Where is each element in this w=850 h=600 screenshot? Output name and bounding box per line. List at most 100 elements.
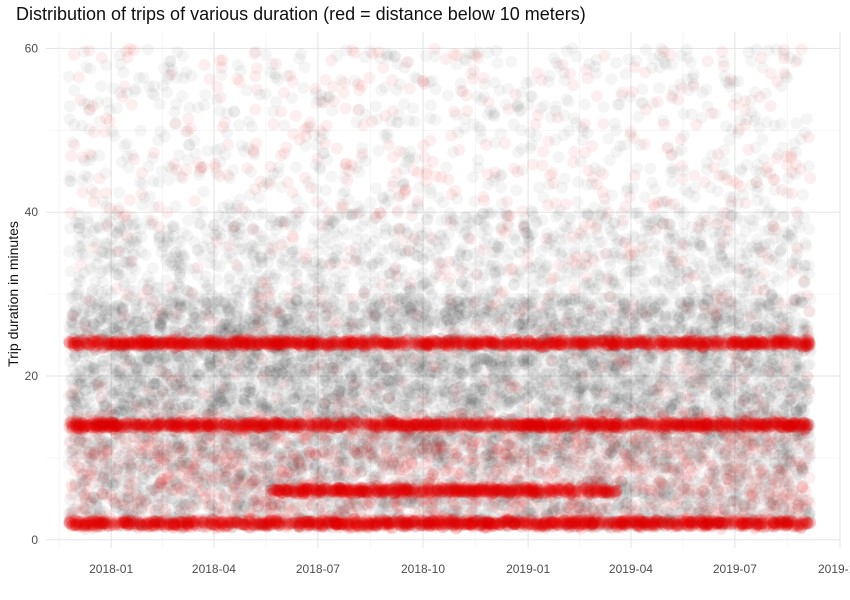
data-point-black [343, 367, 356, 379]
data-point-black [778, 365, 791, 378]
data-point-black [803, 509, 816, 521]
data-point-black [631, 455, 644, 468]
data-point-black [293, 388, 306, 401]
data-point-black [206, 512, 219, 525]
data-point-black [456, 489, 469, 502]
data-point-black [617, 411, 630, 424]
data-point-black [108, 301, 121, 314]
data-point-black [739, 375, 752, 388]
data-point-black [489, 399, 502, 412]
data-point-black [191, 368, 204, 381]
data-point-black [541, 349, 554, 362]
data-point-black [265, 409, 277, 422]
data-point-black [607, 484, 620, 497]
data-point-black [659, 449, 672, 462]
data-point-black [275, 339, 288, 352]
data-point-black [621, 378, 634, 391]
data-point-black [412, 359, 425, 372]
data-point-black [186, 368, 199, 381]
data-point-black [516, 386, 529, 399]
data-point-black [727, 519, 740, 532]
data-point-black [239, 485, 252, 498]
data-point-black [455, 380, 467, 393]
data-point-black [376, 352, 388, 365]
data-point-black [760, 447, 772, 460]
data-point-black [778, 437, 791, 449]
data-point-black [600, 314, 612, 326]
data-point-black [405, 295, 417, 308]
data-point-black [373, 393, 386, 406]
data-point-black [199, 303, 212, 316]
data-point-black [745, 383, 758, 396]
data-point-black [643, 475, 656, 488]
data-point-black [600, 447, 613, 460]
data-point-black [357, 363, 369, 376]
data-point-black [297, 421, 310, 434]
data-point-black [762, 298, 775, 311]
data-point-black [566, 323, 578, 336]
data-point-black [624, 265, 637, 277]
data-point-black [534, 397, 547, 409]
data-point-black [197, 185, 210, 198]
data-point-black [265, 402, 278, 415]
data-point-black [148, 457, 161, 469]
data-point-black [353, 165, 366, 178]
data-point-black [610, 335, 623, 348]
data-point-black [120, 348, 132, 361]
data-point-black [183, 101, 196, 114]
data-point-black [409, 518, 422, 531]
data-point-black [583, 322, 596, 335]
data-point-black [345, 454, 358, 467]
data-point-black [396, 494, 408, 507]
data-point-black [127, 514, 140, 527]
data-point-black [734, 336, 747, 348]
data-point-black [614, 372, 627, 385]
data-point-black [197, 293, 210, 306]
data-point-black [699, 327, 712, 340]
data-point-black [794, 336, 807, 349]
data-point-black [599, 403, 612, 416]
data-point-black [718, 256, 731, 269]
data-point-black [290, 294, 303, 307]
data-point-black [505, 55, 518, 68]
data-point-black [516, 318, 528, 331]
data-point-black [333, 345, 346, 358]
data-point-black [610, 335, 623, 348]
data-point-black [743, 298, 756, 311]
data-point-black [785, 370, 798, 383]
data-point-black [716, 343, 729, 356]
data-point-black [423, 432, 436, 445]
data-point-black [392, 222, 405, 235]
data-point-black [153, 479, 166, 492]
data-point-black [171, 46, 184, 59]
data-point-black [220, 304, 233, 317]
data-point-black [352, 200, 365, 213]
data-point-black [319, 184, 332, 197]
data-point-black [194, 341, 207, 354]
data-point-black [668, 515, 681, 528]
data-point-black [797, 266, 810, 278]
data-point-black [198, 348, 211, 361]
data-point-black [91, 298, 104, 311]
data-point-black [112, 409, 124, 422]
data-point-black [228, 105, 241, 118]
data-point-black [681, 474, 694, 487]
data-point-black [410, 368, 423, 381]
data-point-black [599, 383, 612, 396]
data-point-black [779, 459, 792, 472]
data-point-black [753, 492, 766, 505]
data-point-black [296, 350, 309, 363]
data-point-black [448, 351, 460, 364]
data-point-black [244, 338, 256, 351]
data-point-black [491, 339, 504, 352]
data-point-black [561, 321, 573, 334]
data-point-black [110, 268, 123, 281]
data-point-black [634, 518, 646, 531]
data-point-black [243, 115, 255, 128]
data-point-black [79, 384, 92, 397]
data-point-black [76, 370, 89, 383]
data-point-black [201, 453, 214, 466]
data-point-black [667, 380, 680, 393]
data-point-black [656, 331, 669, 344]
data-point-black [558, 172, 571, 185]
